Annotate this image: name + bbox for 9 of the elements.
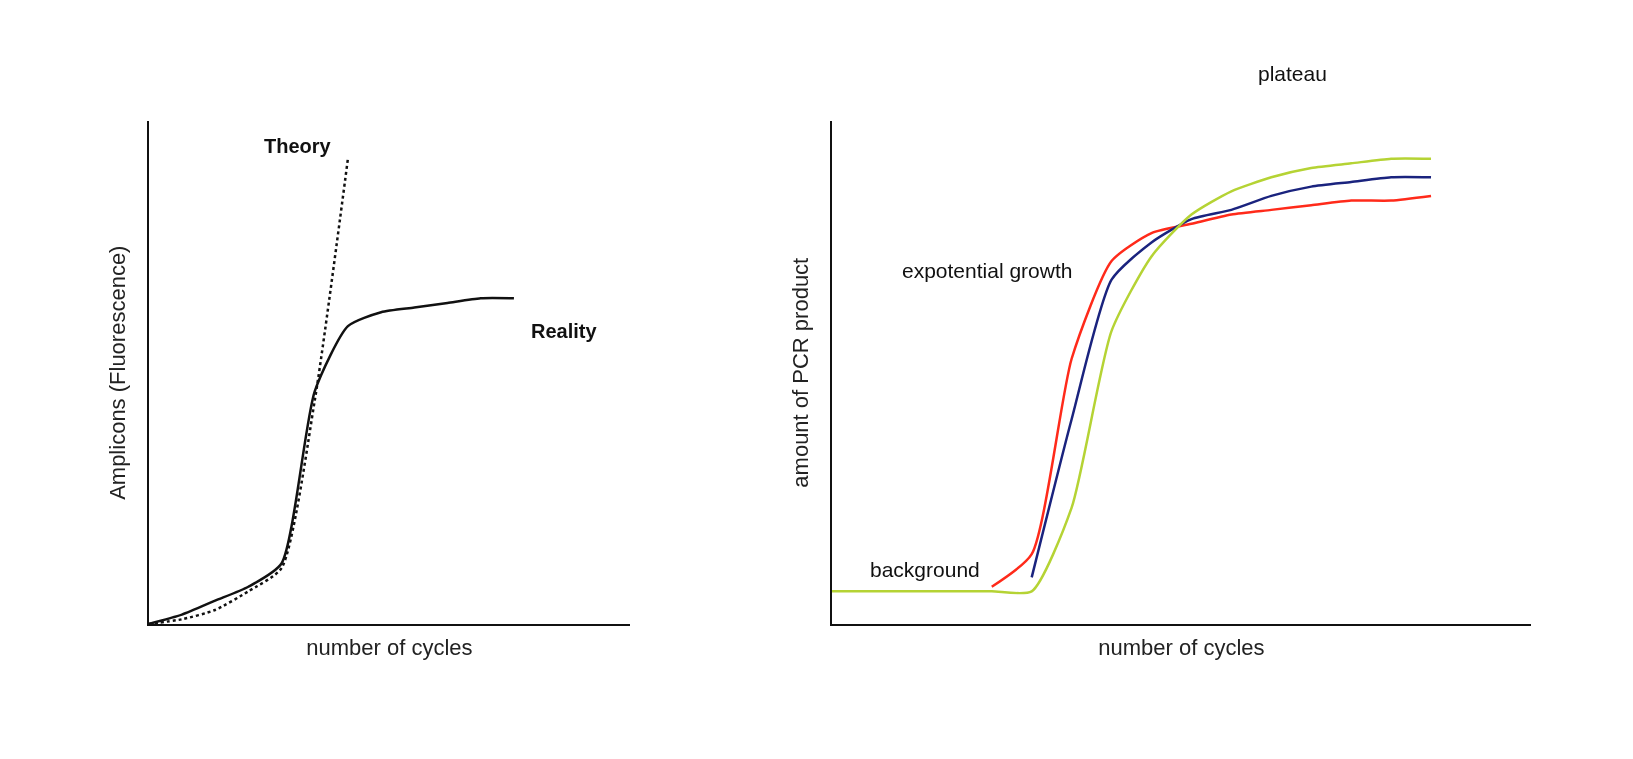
annotation: expotential growth (902, 259, 1073, 282)
x-axis-title: number of cycles (1098, 635, 1265, 661)
annotation: background (870, 558, 980, 581)
x-axis-title: number of cycles (306, 635, 473, 661)
text: plateau (1258, 62, 1327, 85)
y-axis-title: Amplicons (Fluorescence) (105, 245, 131, 500)
series-label: Theory (264, 135, 332, 157)
y-axis-title: amount of PCR product (788, 257, 814, 488)
series-label: Reality (531, 320, 598, 342)
